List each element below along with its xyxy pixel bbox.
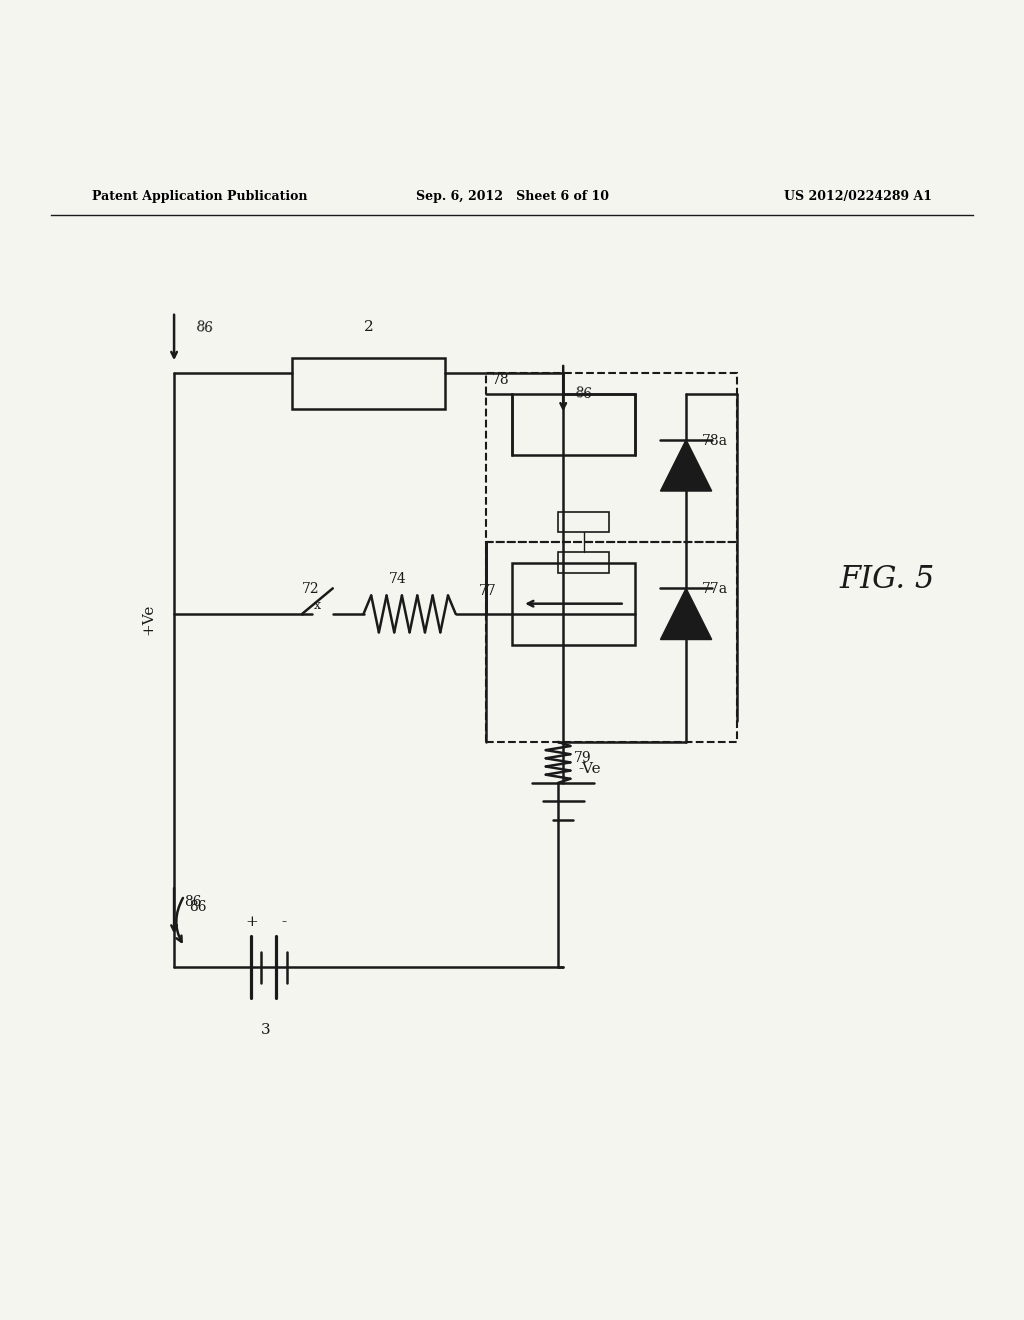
Text: 2: 2 [364,321,374,334]
Text: 3: 3 [261,1023,270,1036]
Bar [486,543,737,742]
Text: 72: 72 [302,582,319,597]
Text: 86: 86 [184,895,202,908]
Text: +Ve: +Ve [141,603,156,635]
Bar [558,553,609,573]
Text: Sep. 6, 2012   Sheet 6 of 10: Sep. 6, 2012 Sheet 6 of 10 [416,190,608,203]
Text: 86: 86 [189,900,207,913]
Text: 77a: 77a [701,582,728,597]
Text: 86: 86 [573,387,592,401]
Text: 77: 77 [479,585,497,598]
Text: 78: 78 [492,372,509,387]
Text: x: x [314,599,321,611]
Text: 74: 74 [389,572,407,586]
Text: 86: 86 [195,319,213,335]
Text: FIG. 5: FIG. 5 [840,565,935,595]
Polygon shape [660,440,712,491]
Text: 78a: 78a [701,434,727,447]
Text: +: + [246,915,258,929]
Text: -Ve: -Ve [579,762,601,776]
Bar [512,393,635,455]
Bar [558,512,609,532]
Text: -: - [282,915,287,929]
Bar [486,374,737,543]
Text: Patent Application Publication: Patent Application Publication [92,190,307,203]
Text: US 2012/0224289 A1: US 2012/0224289 A1 [783,190,932,203]
Text: 79: 79 [573,751,591,766]
Bar [292,358,445,409]
Polygon shape [660,589,712,639]
Bar [512,562,635,644]
